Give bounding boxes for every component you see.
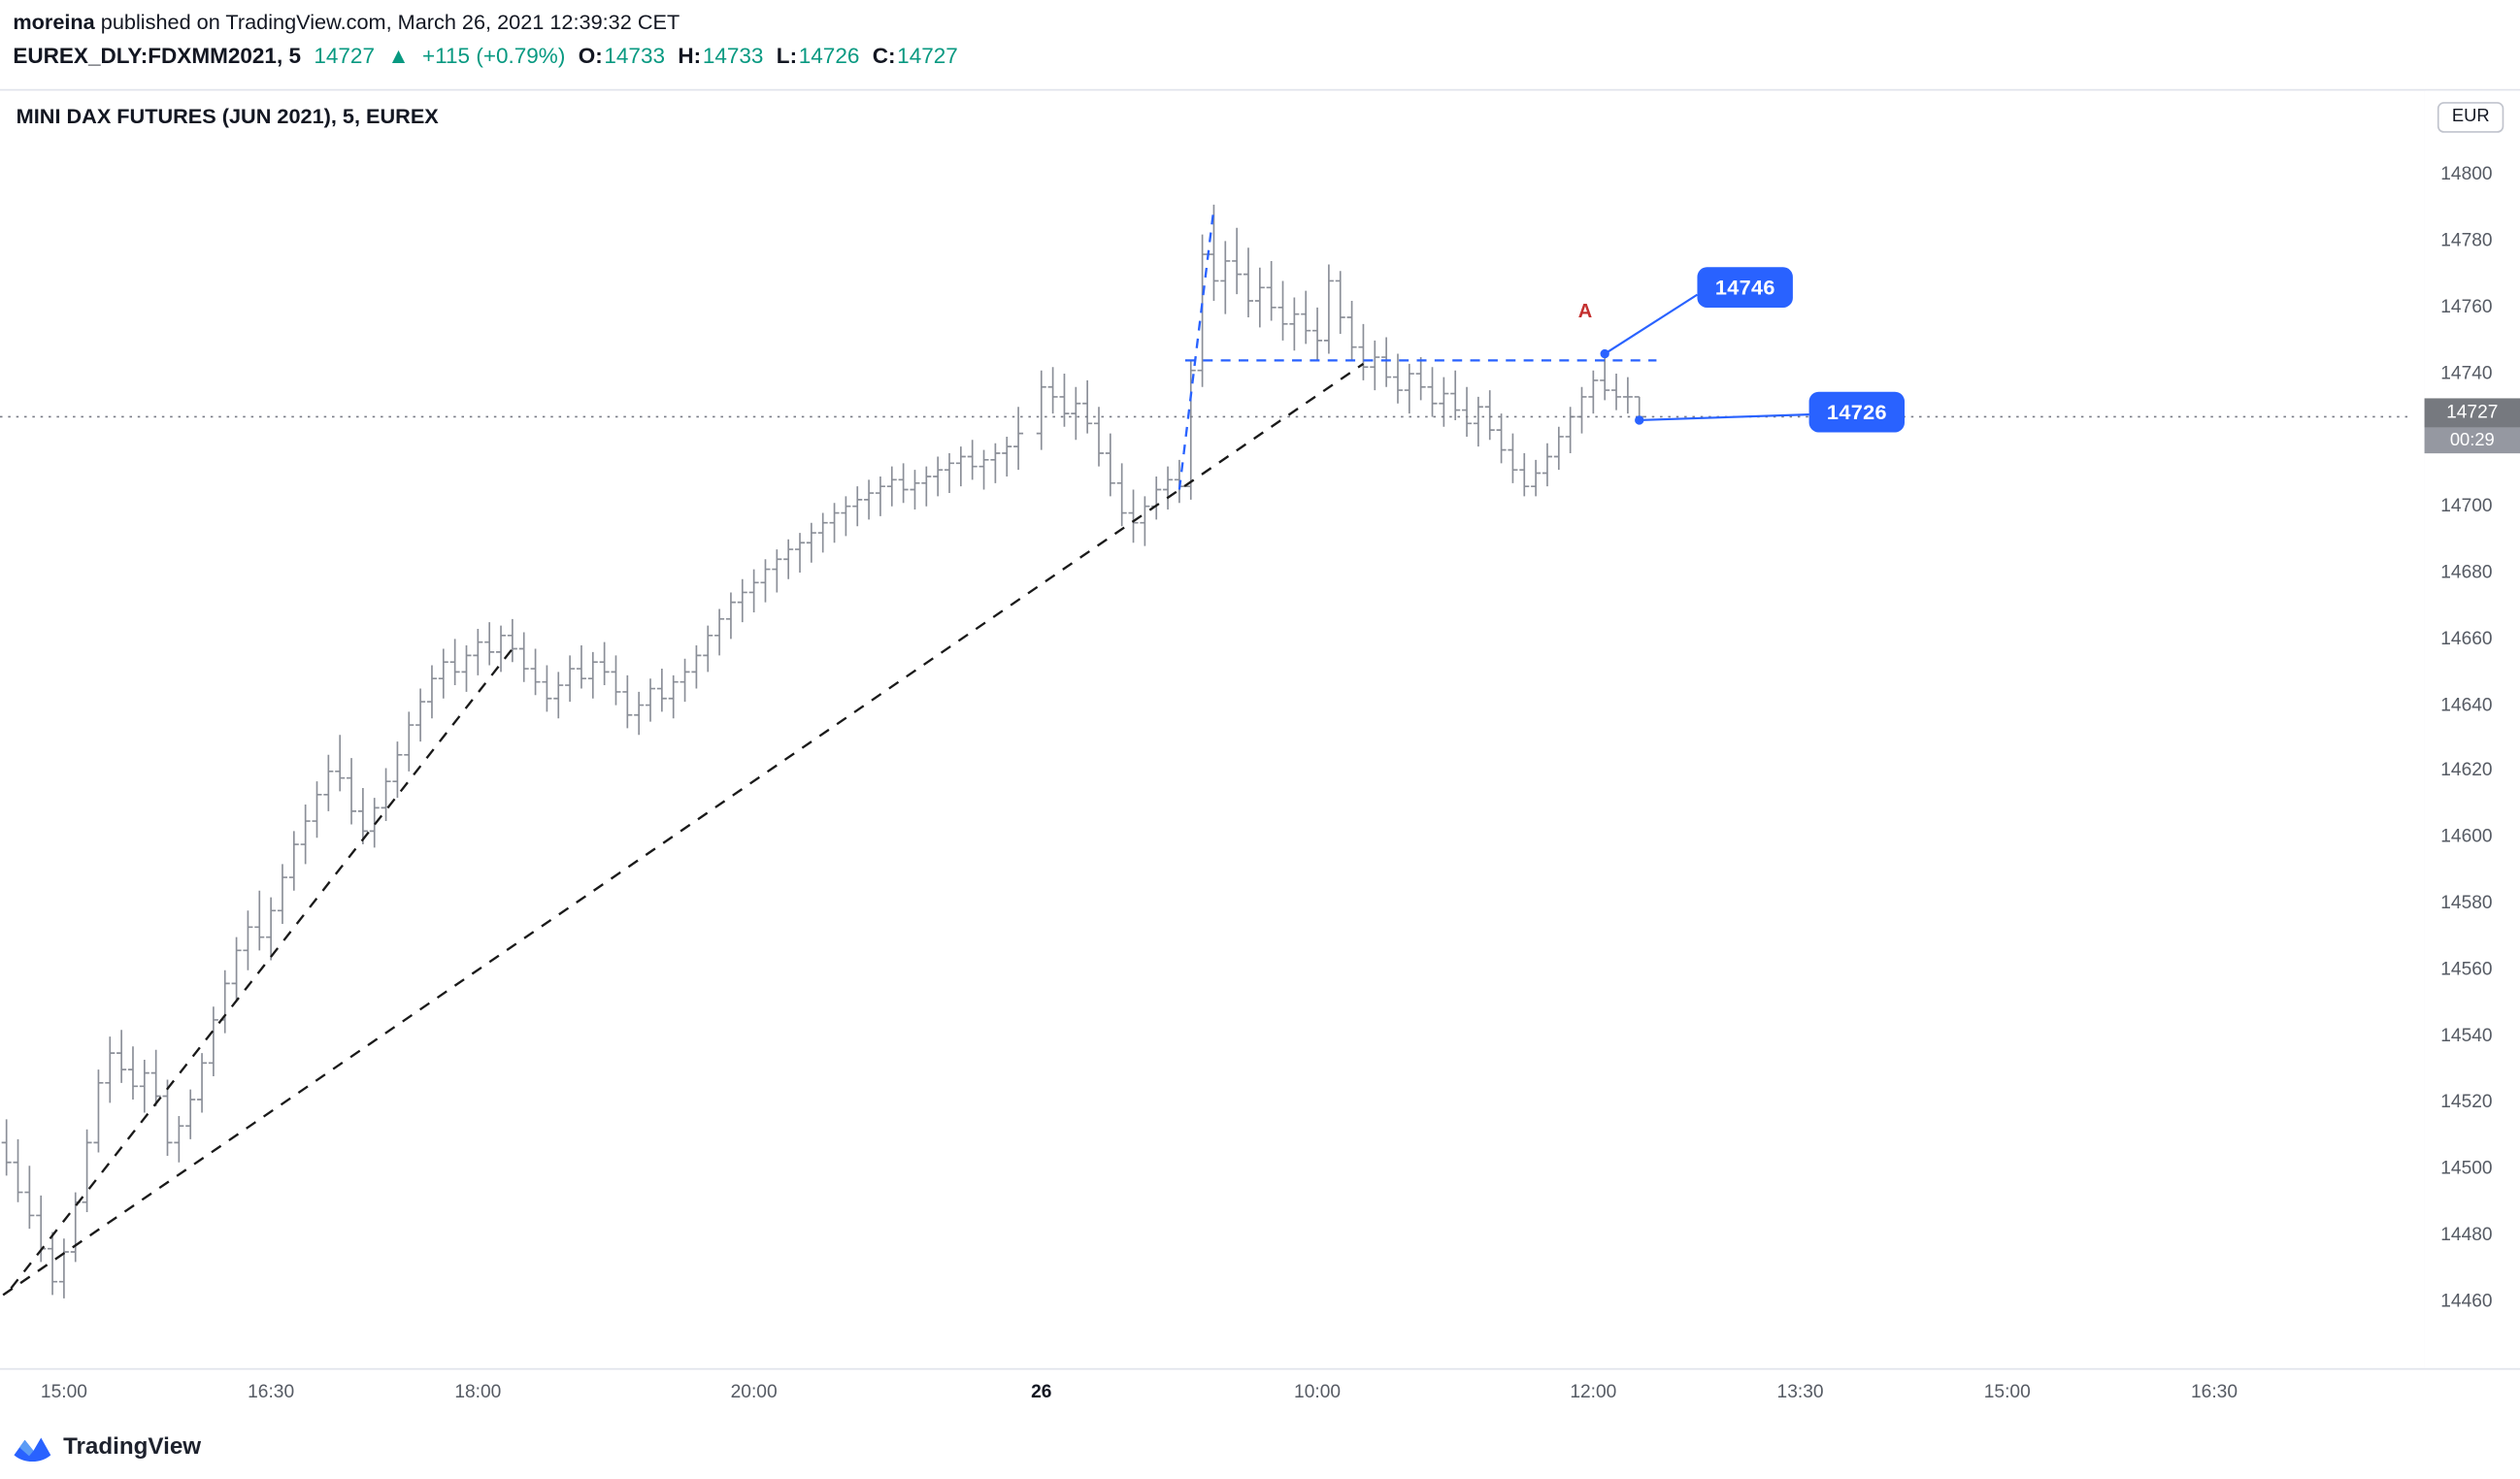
price-axis-label: 14500	[2440, 1159, 2493, 1179]
time-axis-label: 15:00	[1983, 1382, 2031, 1402]
open-field: O: 14733	[579, 42, 665, 71]
price-axis-label: 14620	[2440, 761, 2493, 781]
close-value: 14727	[897, 44, 958, 69]
price-axis-label: 14780	[2440, 231, 2493, 251]
time-axis-label: 20:00	[730, 1382, 778, 1402]
chart-legend-title[interactable]: MINI DAX FUTURES (JUN 2021), 5, EUREX	[16, 103, 439, 128]
price-axis-label: 14760	[2440, 297, 2493, 317]
time-axis-label: 16:30	[248, 1382, 295, 1402]
high-value: 14733	[702, 44, 764, 69]
chart-pane[interactable]: MINI DAX FUTURES (JUN 2021), 5, EUREX A …	[0, 90, 2427, 1370]
callout-connector-2	[1639, 413, 1809, 422]
publish-info: published on TradingView.com, March 26, …	[100, 10, 680, 35]
open-value: 14733	[604, 44, 666, 69]
time-axis-label: 18:00	[454, 1382, 502, 1402]
symbol-name[interactable]: EUREX_DLY:FDXMM2021, 5	[13, 44, 302, 69]
price-axis-label: 14660	[2440, 629, 2493, 649]
price-axis-label: 14460	[2440, 1292, 2493, 1312]
last-price-tag: 14727 00:29	[2424, 398, 2520, 454]
tradingview-logo-icon	[14, 1437, 51, 1462]
price-axis-label: 14740	[2440, 364, 2493, 384]
time-axis-label: 15:00	[40, 1382, 87, 1402]
price-axis-label: 14700	[2440, 496, 2493, 516]
price-callout-14746[interactable]: 14746	[1697, 267, 1794, 308]
close-field: C: 14727	[873, 42, 958, 71]
low-label: L:	[776, 44, 798, 69]
price-axis-label: 14560	[2440, 960, 2493, 980]
price-axis-label: 14540	[2440, 1027, 2493, 1047]
time-axis-label: 26	[1031, 1382, 1052, 1402]
callout-anchor-dot-2[interactable]	[1635, 415, 1644, 425]
currency-toggle-button[interactable]: EUR	[2437, 102, 2504, 133]
time-axis[interactable]: 15:00 16:30 18:00 20:00 26 10:00 12:00 13:30 15:…	[0, 1367, 2520, 1421]
price-axis-label: 14520	[2440, 1093, 2493, 1113]
price-axis-label: 14580	[2440, 894, 2493, 914]
symbol-status-line: EUREX_DLY:FDXMM2021, 5 14727 ▲ +115 (+0.…	[13, 42, 957, 71]
price-axis-label: 14600	[2440, 828, 2493, 848]
last-price-value: 14727	[2424, 398, 2520, 428]
callout-connector-1	[1604, 293, 1699, 355]
open-label: O:	[578, 44, 603, 69]
high-label: H:	[678, 44, 702, 69]
marker-label-A[interactable]: A	[1578, 301, 1592, 322]
time-axis-label: 16:30	[2190, 1382, 2238, 1402]
up-triangle-icon: ▲	[387, 44, 410, 69]
chart-region: MINI DAX FUTURES (JUN 2021), 5, EUREX A …	[0, 88, 2520, 1370]
blue-dashed-line-1[interactable]	[1177, 208, 1215, 490]
low-value: 14726	[798, 44, 860, 69]
callout-anchor-dot-1[interactable]	[1600, 348, 1609, 359]
last-price-text: 14727	[314, 44, 375, 69]
time-axis-label: 12:00	[1570, 1382, 1617, 1402]
price-axis[interactable]: EUR 14727 00:29 14800 14780 14760 14740 1472…	[2424, 90, 2520, 1370]
price-axis-label: 14680	[2440, 562, 2493, 582]
footer: TradingView	[13, 1431, 201, 1463]
price-change-text: +115 (+0.79%)	[422, 44, 566, 69]
ohlc-bars	[1, 204, 1644, 1298]
high-field: H: 14733	[678, 42, 763, 71]
publish-line: moreina published on TradingView.com, Ma…	[13, 8, 957, 37]
price-axis-label: 14640	[2440, 695, 2493, 715]
publish-header: moreina published on TradingView.com, Ma…	[13, 8, 957, 71]
trendline-1[interactable]	[2, 362, 1365, 1297]
close-label: C:	[872, 44, 896, 69]
price-callout-14726[interactable]: 14726	[1808, 391, 1906, 433]
price-pane-svg[interactable]: A	[0, 90, 2425, 1369]
bar-countdown: 00:29	[2424, 427, 2520, 454]
price-axis-label: 14480	[2440, 1225, 2493, 1245]
time-axis-label: 10:00	[1294, 1382, 1342, 1402]
author-name[interactable]: moreina	[13, 10, 95, 35]
low-field: L: 14726	[777, 42, 860, 71]
time-axis-label: 13:30	[1776, 1382, 1824, 1402]
price-axis-label: 14800	[2440, 165, 2493, 185]
trendline-2[interactable]	[10, 647, 514, 1290]
tradingview-brand-text[interactable]: TradingView	[63, 1434, 202, 1461]
